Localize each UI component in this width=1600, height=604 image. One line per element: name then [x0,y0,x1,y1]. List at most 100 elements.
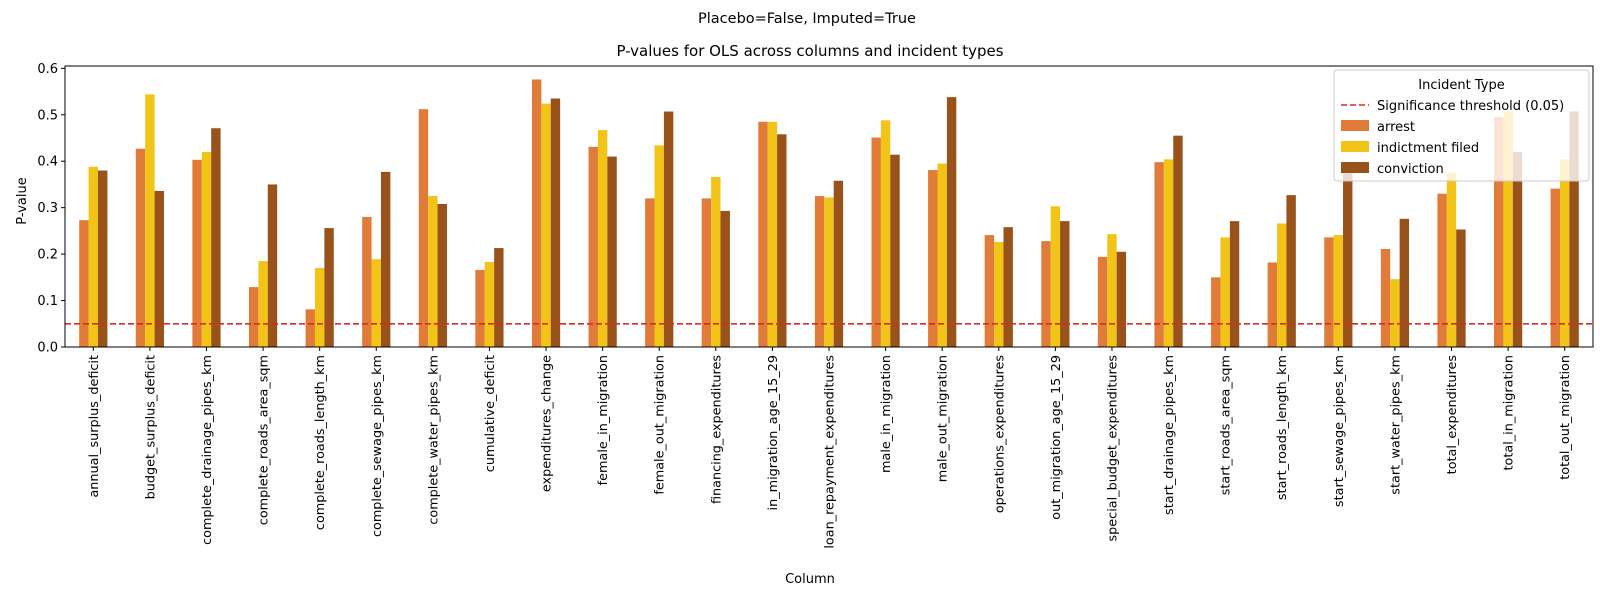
bar-conviction [1173,135,1183,347]
bar-indictment-filed [88,166,98,347]
bar-arrest [645,198,655,347]
bar-conviction [98,170,108,347]
bar-indictment-filed [711,177,721,347]
bar-conviction [267,184,278,347]
bar-arrest [1154,162,1164,347]
bar-arrest [1494,117,1504,347]
x-tick-label: special_budget_expenditures [1105,355,1120,542]
y-tick-label: 0.6 [37,62,58,77]
x-tick-label: total_out_migration [1558,355,1573,480]
y-tick-label: 0.5 [37,108,58,123]
figure-suptitle: Placebo=False, Imputed=True [698,11,916,27]
bar-arrest [79,220,89,347]
bar-arrest [1324,237,1334,347]
bar-conviction [833,180,844,347]
bar-arrest [701,198,712,347]
bar-indictment-filed [824,197,834,347]
bar-indictment-filed [597,130,608,347]
x-tick-label: female_in_migration [596,355,611,485]
bar-arrest [758,121,768,348]
bar-indictment-filed [258,261,268,347]
bar-arrest [1211,277,1221,347]
bar-indictment-filed [1503,111,1513,348]
bar-arrest [1267,262,1278,347]
bars-layer [79,79,1579,348]
bar-conviction [550,98,561,347]
bar-arrest [871,137,881,347]
bar-arrest [984,235,995,347]
bar-conviction [324,228,334,347]
bar-indictment-filed [1390,279,1400,347]
x-tick-label: complete_roads_area_sqm [257,355,272,525]
bar-conviction [154,190,164,347]
bar-indictment-filed [428,196,438,347]
bar-conviction [1343,162,1353,347]
y-tick-label: 0.3 [37,201,58,216]
x-tick-label: start_water_pipes_km [1388,355,1403,495]
bar-indictment-filed [314,268,325,347]
x-tick-label: male_out_migration [936,355,951,482]
bar-conviction [380,171,391,347]
bar-indictment-filed [654,145,664,347]
y-tick-label: 0.2 [37,248,58,263]
axes-layer: 0.0 0.1 0.2 0.3 0.4 0.5 0.6 annual_surplus_defi… [37,62,1594,549]
bar-conviction [1456,229,1466,347]
legend-label-conviction: conviction [1377,162,1444,177]
bar-conviction [211,128,221,347]
bar-indictment-filed [201,151,212,347]
bar-arrest [305,309,315,347]
x-tick-label: budget_surplus_deficit [143,355,158,499]
legend-swatch-arrest [1341,120,1369,131]
legend: Incident Type Significance threshold (0.0… [1333,69,1590,182]
bar-indictment-filed [994,242,1004,347]
bar-arrest [192,159,202,347]
x-tick-label: complete_roads_length_km [313,355,328,530]
bar-arrest [475,269,485,347]
y-tick-label: 0.4 [37,155,58,170]
bar-arrest [248,287,259,347]
bar-conviction [946,97,957,348]
y-tick-label: 0.0 [37,341,58,356]
bar-conviction [663,111,674,348]
bar-conviction [1286,195,1296,347]
legend-title: Incident Type [1418,78,1504,93]
chart-title: P-values for OLS across columns and inci… [616,42,1003,60]
bar-arrest [418,109,429,347]
x-tick-label: cumulative_deficit [483,355,498,472]
bar-arrest [1097,256,1108,347]
bar-conviction [607,156,617,347]
x-tick-label: female_out_migration [653,355,668,495]
bar-conviction [1512,151,1523,347]
legend-box [1333,69,1590,182]
x-tick-label: loan_repayment_expenditures [823,355,838,549]
bar-indictment-filed [1163,159,1174,347]
bar-arrest [1041,241,1051,347]
x-tick-label: complete_water_pipes_km [426,355,441,525]
bar-conviction [437,203,447,347]
bar-indictment-filed [1446,172,1457,347]
y-tick-label: 0.1 [37,294,58,309]
bar-indictment-filed [1560,159,1570,347]
bar-indictment-filed [1333,235,1344,347]
bar-arrest [814,196,825,347]
bar-conviction [1399,218,1410,347]
x-tick-label: operations_expenditures [992,355,1007,513]
x-tick-label: male_in_migration [879,355,894,473]
x-axis-label: Column [785,572,835,587]
bar-indictment-filed [1220,237,1230,347]
x-tick-label: start_sewage_pipes_km [1332,355,1347,507]
x-tick-label: total_expenditures [1445,355,1460,475]
x-tick-label: complete_sewage_pipes_km [370,355,385,537]
bar-indictment-filed [541,103,551,348]
x-tick-label: expenditures_change [540,355,555,492]
bar-conviction [1116,251,1127,347]
bar-indictment-filed [1107,234,1117,347]
x-tick-label: total_in_migration [1502,355,1517,471]
x-tick-label: start_roads_area_sqm [1219,355,1234,495]
bar-arrest [1550,188,1560,347]
x-tick-label: out_migration_age_15_29 [1049,355,1064,520]
x-tick-label: financing_expenditures [709,355,724,504]
bar-arrest [928,170,938,347]
